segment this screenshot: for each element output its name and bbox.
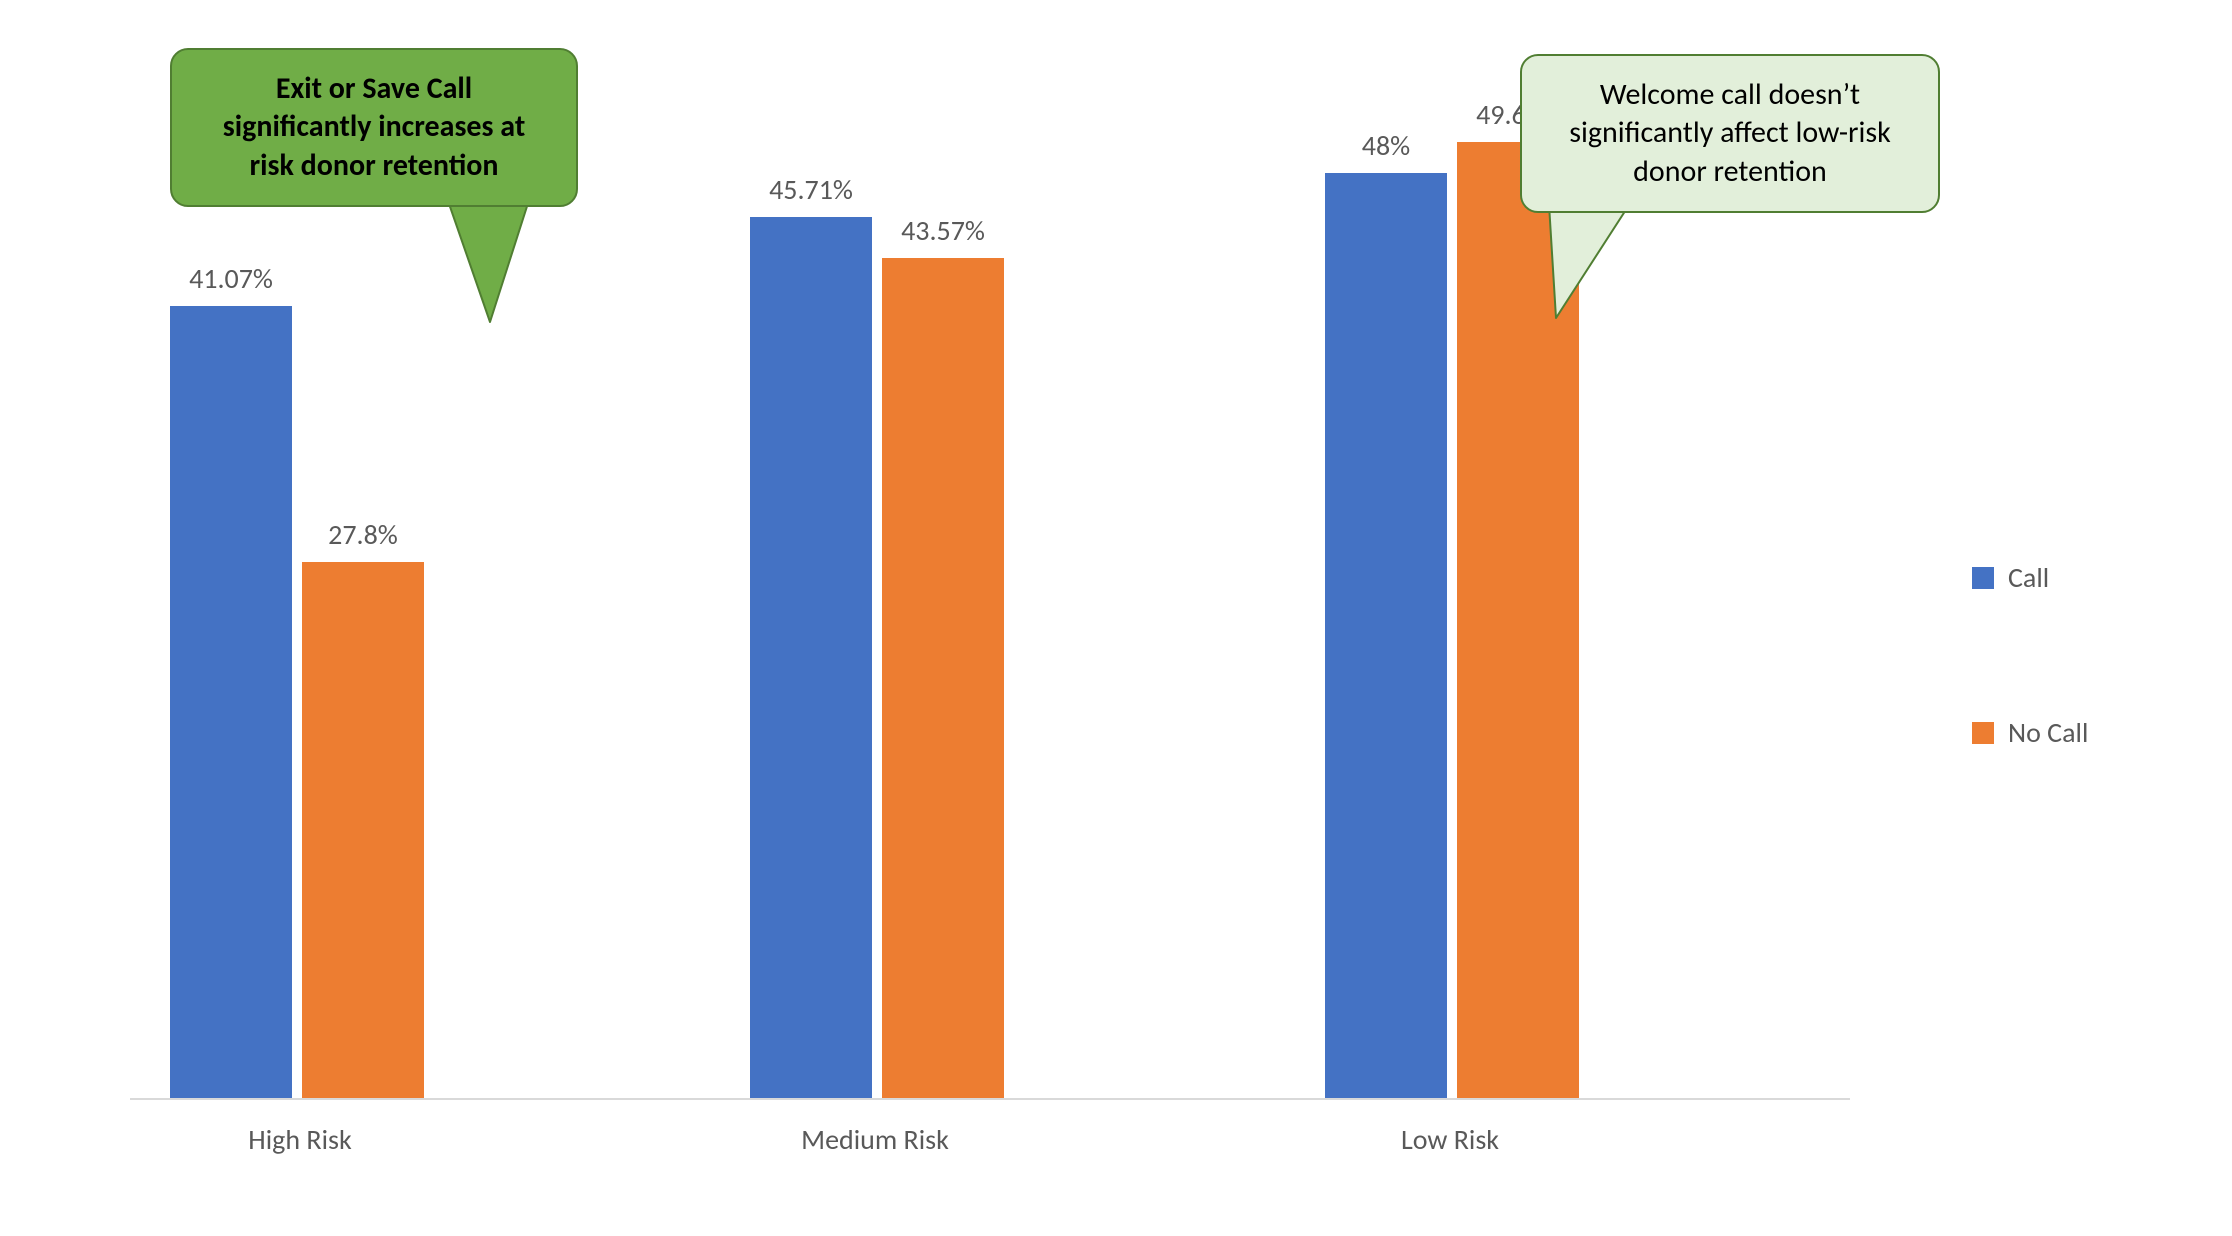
callout-text: Welcome call doesn’t significantly affec… bbox=[1569, 76, 1891, 190]
bar-label: 48% bbox=[1286, 128, 1486, 163]
callout-text: Exit or Save Call significantly increase… bbox=[223, 70, 525, 184]
bar-label: 41.07% bbox=[131, 261, 331, 296]
category-label: Medium Risk bbox=[725, 1122, 1025, 1157]
legend-swatch-icon bbox=[1972, 567, 1994, 589]
bar-label: 43.57% bbox=[843, 213, 1043, 248]
legend-swatch-icon bbox=[1972, 722, 1994, 744]
bar-high-risk-nocall bbox=[302, 562, 424, 1098]
legend: Call No Call bbox=[1972, 560, 2232, 780]
legend-item-nocall: No Call bbox=[1972, 715, 2232, 750]
category-label: High Risk bbox=[150, 1122, 450, 1157]
bar-label: 27.8% bbox=[263, 517, 463, 552]
legend-label: No Call bbox=[2008, 715, 2088, 750]
bar-medium-risk-nocall bbox=[882, 258, 1004, 1098]
bar-high-risk-call bbox=[170, 306, 292, 1098]
bar-label: 45.71% bbox=[711, 172, 911, 207]
legend-item-call: Call bbox=[1972, 560, 2232, 595]
group-medium-risk: 45.71% 43.57% bbox=[750, 40, 1150, 1098]
callout-body: Welcome call doesn’t significantly affec… bbox=[1520, 54, 1940, 213]
bar-medium-risk-call bbox=[750, 217, 872, 1098]
bar-low-risk-call bbox=[1325, 173, 1447, 1098]
callout-body: Exit or Save Call significantly increase… bbox=[170, 48, 578, 207]
legend-label: Call bbox=[2008, 560, 2049, 595]
category-label: Low Risk bbox=[1300, 1122, 1600, 1157]
